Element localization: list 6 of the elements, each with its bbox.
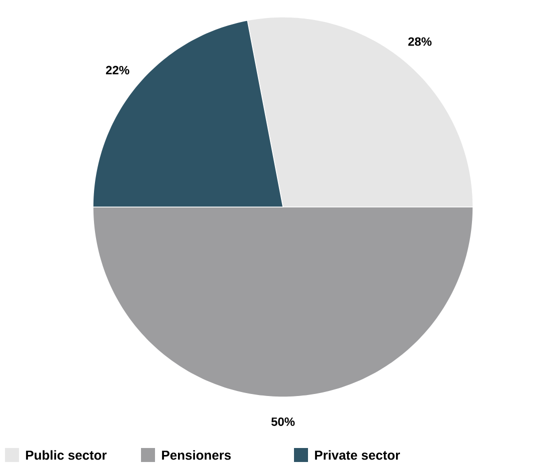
data-label: 50%	[271, 417, 295, 426]
legend-label: Pensioners	[162, 450, 231, 460]
data-label: 22%	[106, 66, 130, 74]
data-label: 28%	[408, 37, 432, 46]
legend-label: Private sector	[315, 450, 400, 460]
legend-label: Public sector	[26, 450, 107, 460]
